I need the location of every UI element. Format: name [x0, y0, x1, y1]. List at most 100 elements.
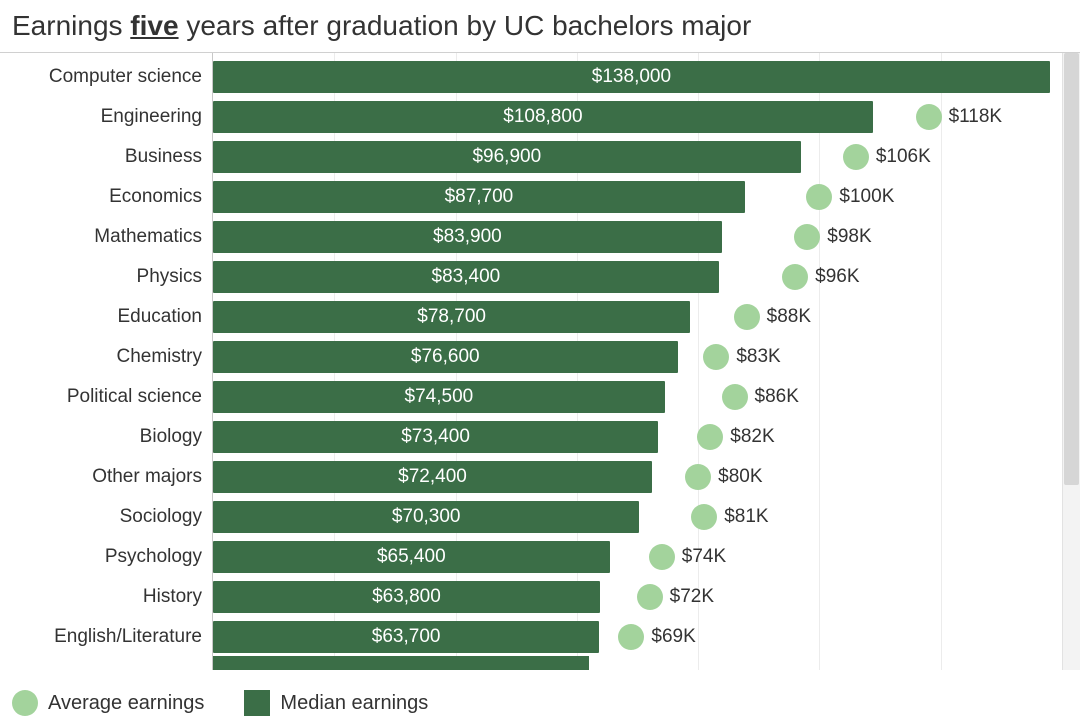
category-label: Chemistry — [0, 337, 212, 377]
category-label: Business — [0, 137, 212, 177]
median-bar-label: $138,000 — [592, 66, 671, 88]
bars-layer: $138,000$160K $108,800 $118K $96,900 $106K $8… — [213, 53, 1062, 670]
average-dot — [697, 424, 723, 450]
average-dot — [637, 584, 663, 610]
median-bar: $87,700 — [213, 181, 745, 213]
median-bar-label: $87,700 — [445, 186, 514, 208]
average-label: $69K — [651, 626, 695, 648]
partial-next-bar — [213, 656, 589, 670]
average-dot — [722, 384, 748, 410]
median-bar-label: $70,300 — [392, 506, 461, 528]
average-label: $82K — [730, 426, 774, 448]
category-label: Computer science — [0, 57, 212, 97]
average-label: $72K — [670, 586, 714, 608]
median-bar-label: $76,600 — [411, 346, 480, 368]
median-bar: $63,700 — [213, 621, 599, 653]
median-bar: $63,800 — [213, 581, 600, 613]
average-label: $96K — [815, 266, 859, 288]
chart-body: Computer scienceEngineeringBusinessEcono… — [0, 52, 1080, 670]
average-label: $80K — [718, 466, 762, 488]
median-bar-label: $63,800 — [372, 586, 441, 608]
legend-median-swatch — [244, 690, 270, 716]
title-pre: Earnings — [12, 10, 130, 41]
average-label: $118K — [949, 106, 1003, 128]
plot-area: $138,000$160K $108,800 $118K $96,900 $106K $8… — [212, 53, 1062, 670]
chart-title: Earnings five years after graduation by … — [0, 0, 1080, 52]
category-label: Biology — [0, 417, 212, 457]
title-post: years after graduation by UC bachelors m… — [179, 10, 752, 41]
earnings-chart: Earnings five years after graduation by … — [0, 0, 1080, 728]
category-label: Other majors — [0, 457, 212, 497]
category-label: Physics — [0, 257, 212, 297]
legend-average-swatch — [12, 690, 38, 716]
bar-row: $74,500 $86K — [213, 377, 1062, 417]
legend-median-label: Median earnings — [280, 692, 428, 715]
average-label: $83K — [736, 346, 780, 368]
vertical-scrollbar[interactable] — [1062, 53, 1080, 670]
average-label: $81K — [724, 506, 768, 528]
average-dot — [734, 304, 760, 330]
average-label: $100K — [839, 186, 894, 208]
bar-row: $63,700 $69K — [213, 617, 1062, 657]
bar-row: $83,900 $98K — [213, 217, 1062, 257]
category-label: Engineering — [0, 97, 212, 137]
median-bar-label: $108,800 — [503, 106, 582, 128]
average-dot — [794, 224, 820, 250]
title-underlined: five — [130, 10, 178, 41]
category-label: English/Literature — [0, 617, 212, 657]
category-label: Political science — [0, 377, 212, 417]
median-bar: $83,900 — [213, 221, 722, 253]
average-dot — [618, 624, 644, 650]
median-bar: $65,400 — [213, 541, 610, 573]
average-label: $88K — [767, 306, 811, 328]
median-bar-label: $74,500 — [405, 386, 474, 408]
average-dot — [843, 144, 869, 170]
median-bar: $74,500 — [213, 381, 665, 413]
median-bar-label: $78,700 — [417, 306, 486, 328]
bar-row: $65,400 $74K — [213, 537, 1062, 577]
bar-row: $108,800 $118K — [213, 97, 1062, 137]
bar-row: $78,700 $88K — [213, 297, 1062, 337]
median-bar-label: $83,400 — [432, 266, 501, 288]
average-label: $86K — [755, 386, 799, 408]
category-label: History — [0, 577, 212, 617]
average-dot — [782, 264, 808, 290]
bar-row: $83,400 $96K — [213, 257, 1062, 297]
legend: Average earnings Median earnings — [12, 690, 428, 716]
median-bar-label: $63,700 — [372, 626, 441, 648]
bar-row: $70,300 $81K — [213, 497, 1062, 537]
median-bar: $138,000 — [213, 61, 1050, 93]
median-bar: $78,700 — [213, 301, 690, 333]
average-label: $74K — [682, 546, 726, 568]
average-dot — [649, 544, 675, 570]
median-bar: $108,800 — [213, 101, 873, 133]
average-label: $106K — [876, 146, 931, 168]
category-label: Sociology — [0, 497, 212, 537]
median-bar-label: $72,400 — [398, 466, 467, 488]
median-bar: $72,400 — [213, 461, 652, 493]
median-bar-label: $96,900 — [472, 146, 541, 168]
bar-row: $72,400 $80K — [213, 457, 1062, 497]
median-bar: $70,300 — [213, 501, 639, 533]
median-bar: $76,600 — [213, 341, 678, 373]
legend-median: Median earnings — [244, 690, 428, 716]
average-dot — [806, 184, 832, 210]
category-label: Economics — [0, 177, 212, 217]
bar-row: $138,000$160K — [213, 57, 1062, 97]
median-bar-label: $83,900 — [433, 226, 502, 248]
bar-row: $63,800 $72K — [213, 577, 1062, 617]
average-dot — [685, 464, 711, 490]
median-bar-label: $65,400 — [377, 546, 446, 568]
legend-average-label: Average earnings — [48, 692, 204, 715]
average-dot — [703, 344, 729, 370]
category-labels-column: Computer scienceEngineeringBusinessEcono… — [0, 53, 212, 670]
scrollbar-thumb[interactable] — [1064, 53, 1079, 485]
median-bar: $83,400 — [213, 261, 719, 293]
median-bar: $96,900 — [213, 141, 801, 173]
bar-row: $96,900 $106K — [213, 137, 1062, 177]
average-label: $98K — [827, 226, 871, 248]
average-dot — [691, 504, 717, 530]
bar-row: $73,400$82K — [213, 417, 1062, 457]
average-dot — [916, 104, 942, 130]
category-label: Education — [0, 297, 212, 337]
